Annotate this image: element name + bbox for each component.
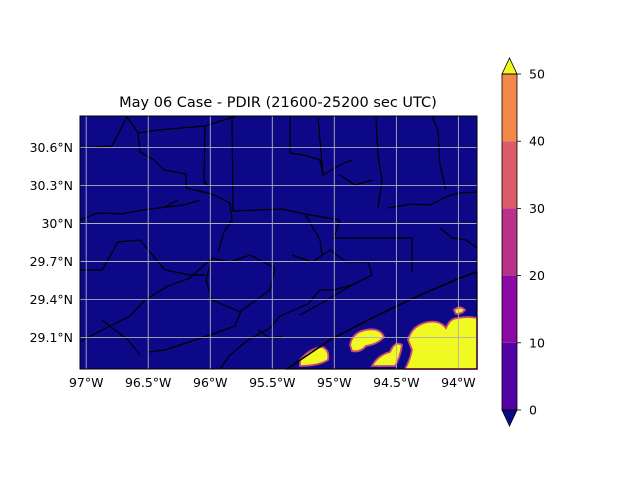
colorbar-segments — [502, 74, 517, 410]
county-border — [289, 117, 324, 176]
coastline — [286, 271, 478, 370]
county-border — [101, 319, 141, 356]
colorbar-tick-label: 50 — [529, 67, 545, 82]
colorbar-over-triangle — [501, 57, 518, 75]
county-border — [164, 199, 179, 208]
map-frame — [79, 115, 478, 370]
latitude-labels: 30.6°N 30.3°N 30°N 29.7°N 29.4°N 29.1°N — [30, 140, 73, 345]
county-border — [219, 309, 295, 370]
colorbar-tick-label: 30 — [529, 201, 545, 216]
county-border — [299, 284, 353, 316]
colorbar-segment — [502, 275, 517, 343]
county-border — [185, 187, 233, 253]
colorbar-tick-label: 40 — [529, 134, 545, 149]
county-border — [80, 239, 205, 276]
lat-tick-label: 29.1°N — [30, 330, 73, 345]
lat-tick-label: 30°N — [41, 216, 73, 231]
county-border — [257, 329, 283, 339]
colorbar-ticks — [517, 73, 521, 411]
longitude-labels: 97°W 96.5°W 96°W 95.5°W 95°W 94.5°W 94°W — [69, 375, 476, 390]
map-panel — [79, 115, 478, 370]
precip-cell — [299, 346, 330, 367]
county-border — [126, 115, 237, 134]
lon-tick-label: 96°W — [193, 375, 228, 390]
colorbar-tick-label: 20 — [529, 268, 545, 283]
county-border — [387, 191, 478, 209]
lon-tick-label: 96.5°W — [125, 375, 171, 390]
lon-tick-label: 95.5°W — [249, 375, 295, 390]
county-border — [439, 227, 478, 249]
lon-tick-label: 95°W — [317, 375, 352, 390]
county-border — [291, 249, 373, 311]
precip-cell — [403, 316, 478, 370]
colorbar-segment — [502, 342, 517, 410]
county-border — [79, 257, 213, 343]
county-border — [317, 117, 353, 176]
colorbar-frame — [501, 73, 518, 411]
county-boundaries — [79, 115, 478, 370]
colorbar-under-triangle — [501, 409, 518, 427]
colorbar-tick-label: 10 — [529, 335, 545, 350]
county-border — [375, 117, 383, 209]
colorbar-segment — [502, 141, 517, 209]
lon-tick-label: 94.5°W — [373, 375, 419, 390]
colorbar: 0 10 20 30 40 50 — [501, 57, 545, 427]
county-border — [231, 115, 341, 221]
county-border — [137, 132, 187, 188]
lon-tick-label: 94°W — [441, 375, 476, 390]
lon-tick-label: 97°W — [69, 375, 104, 390]
lat-tick-label: 30.3°N — [30, 178, 73, 193]
county-border — [333, 219, 413, 272]
colorbar-segment — [502, 208, 517, 276]
county-border — [79, 199, 201, 221]
map-gridlines — [80, 116, 477, 369]
plot-title: May 06 Case - PDIR (21600-25200 sec UTC) — [119, 95, 437, 111]
county-border — [205, 257, 241, 313]
county-border — [339, 174, 373, 186]
lat-tick-label: 29.4°N — [30, 292, 73, 307]
county-border — [304, 213, 323, 256]
colorbar-tick-label: 0 — [529, 403, 537, 418]
lat-tick-label: 30.6°N — [30, 140, 73, 155]
colorbar-segment — [502, 74, 517, 142]
lat-tick-label: 29.7°N — [30, 254, 73, 269]
county-border — [147, 267, 276, 353]
